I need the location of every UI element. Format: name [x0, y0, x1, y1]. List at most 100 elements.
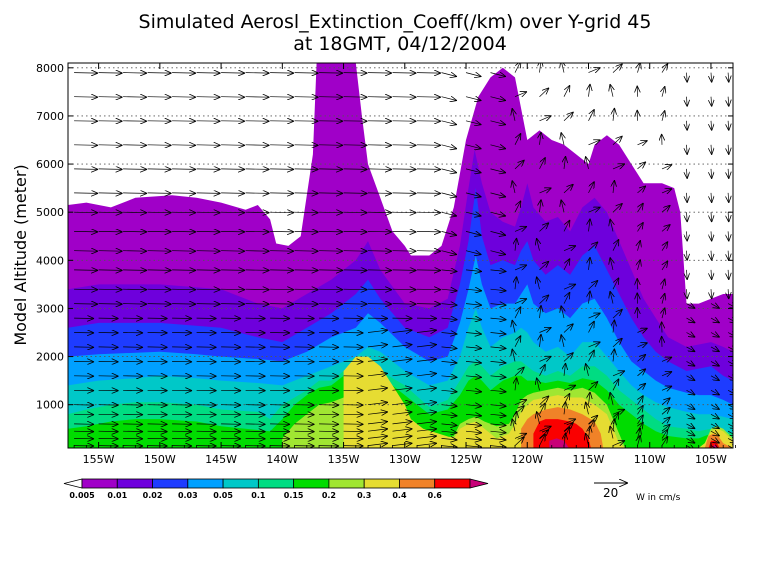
wind-arrow: [612, 64, 623, 73]
wind-arrow: [612, 203, 623, 213]
wind-arrow: [563, 393, 570, 405]
contour-band-0_6: [533, 419, 720, 448]
wind-arrow: [98, 169, 123, 170]
wind-arrow: [416, 304, 441, 305]
colorbar-swatch: [363, 478, 400, 489]
wind-arrow: [367, 345, 388, 347]
wind-arrow: [661, 386, 672, 390]
wind-arrow: [563, 85, 570, 97]
wind-arrow: [319, 97, 343, 98]
wind-arrow: [588, 313, 601, 318]
wind-arrow: [319, 169, 343, 170]
wind-arrow: [367, 97, 392, 98]
x-tick-label: 125W: [450, 453, 482, 466]
wind-arrow: [172, 169, 196, 170]
colorbar-swatch: [293, 478, 330, 489]
wind-arrow: [686, 304, 696, 309]
wind-arrow: [661, 205, 670, 213]
wind-arrow: [638, 203, 644, 213]
wind-arrow: [537, 378, 540, 391]
wind-arrow: [710, 304, 720, 309]
wind-arrow: [245, 145, 270, 146]
x-tick-label: 155W: [83, 453, 115, 466]
wind-arrow: [270, 289, 294, 290]
wind-arrow: [687, 120, 688, 131]
wind-arrow: [196, 145, 221, 146]
wind-arrow: [319, 212, 343, 213]
colorbar-label: 0.15: [284, 491, 304, 500]
wind-arrow: [270, 251, 294, 252]
wind-arrow: [172, 231, 196, 232]
wind-arrow: [416, 330, 437, 332]
wind-arrow: [392, 402, 413, 404]
wind-arrow: [465, 431, 482, 433]
wind-arrow: [343, 145, 368, 146]
wind-arrow: [343, 270, 368, 271]
wind-arrow: [514, 92, 527, 97]
wind-arrow: [172, 251, 196, 252]
colorbar-swatch: [187, 478, 224, 489]
wind-arrow: [343, 169, 368, 170]
wind-arrow: [441, 121, 458, 125]
wind-arrow: [612, 371, 625, 376]
wind-arrow: [514, 63, 521, 73]
wind-arrow: [147, 169, 172, 170]
wind-arrow: [661, 357, 672, 361]
wind-arrow: [563, 385, 576, 390]
wind-arrow: [465, 212, 482, 216]
wind-arrow: [686, 446, 696, 448]
wind-arrow: [539, 426, 552, 431]
wind-arrow: [123, 270, 147, 271]
wind-arrow: [711, 289, 712, 299]
wind-arrow: [515, 377, 517, 391]
wind-arrow: [465, 318, 482, 320]
wind-arrow: [441, 431, 458, 433]
wind-arrow: [711, 120, 712, 131]
wind-arrow: [711, 231, 712, 241]
wind-arrow: [490, 289, 507, 291]
wind-arrow: [245, 73, 270, 74]
wind-arrow: [294, 145, 319, 146]
wind-arrow: [147, 193, 172, 194]
wind-arrow: [662, 63, 668, 73]
wind-arrow: [98, 193, 123, 194]
wind-arrow: [343, 73, 368, 74]
wind-arrow: [490, 446, 507, 448]
wind-arrow: [245, 289, 270, 290]
wind-arrow: [392, 359, 413, 361]
wind-arrow: [563, 112, 574, 122]
wind-arrow: [540, 334, 542, 347]
wind-arrow: [514, 226, 527, 231]
wind-arrow: [686, 405, 696, 410]
wind-arrow: [563, 292, 570, 304]
wind-arrow: [490, 97, 507, 101]
wind-arrow: [416, 169, 441, 170]
wind-arrow: [490, 405, 507, 407]
wind-arrow: [588, 321, 595, 333]
wind-arrow: [490, 145, 507, 149]
wind-arrow: [728, 250, 729, 261]
wind-arrow: [637, 328, 648, 332]
wind-arrow: [540, 199, 542, 213]
wind-arrow: [270, 97, 294, 98]
wind-arrow: [661, 165, 672, 169]
wind-arrow: [294, 289, 319, 290]
wind-arrow: [147, 145, 172, 146]
wind-arrow: [638, 63, 641, 73]
wind-arrow: [465, 390, 482, 392]
wind-arrow: [392, 289, 417, 290]
wind-arrow: [98, 231, 123, 232]
wind-arrow: [245, 97, 270, 98]
wind-arrow: [539, 188, 552, 193]
wind-arrow: [123, 145, 147, 146]
wind-arrow: [465, 231, 482, 235]
wind-arrow: [416, 73, 441, 74]
wind-arrow: [147, 231, 172, 232]
wind-arrow: [172, 145, 196, 146]
wind-arrow: [588, 280, 599, 290]
wind-arrow: [367, 429, 388, 431]
wind-arrow: [392, 436, 413, 438]
wind-arrow: [465, 169, 482, 173]
wind-arrow: [98, 289, 123, 290]
wind-arrow: [270, 169, 294, 170]
